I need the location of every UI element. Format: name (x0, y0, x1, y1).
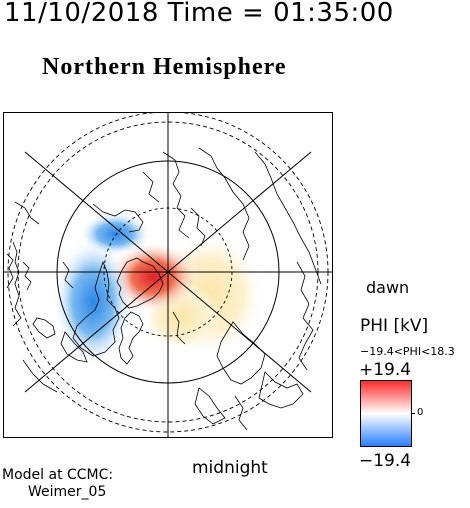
colorbar-min-label: −19.4 (359, 451, 412, 471)
colorbar-range: −19.4<PHI<18.3 (360, 345, 455, 358)
colorbar (360, 380, 412, 447)
polar-grid (3, 112, 333, 438)
colorbar-zero-label: 0 (417, 407, 424, 418)
coastlines (6, 147, 322, 431)
dawn-label: dawn (366, 278, 410, 297)
time-title: 11/10/2018 Time = 01:35:00 (4, 0, 394, 28)
midnight-label: midnight (192, 458, 268, 478)
colorbar-zero-tick (411, 413, 415, 414)
polar-map (3, 112, 333, 438)
model-credit-line1: Model at CCMC: (2, 467, 114, 483)
map-frame (3, 112, 333, 438)
colorbar-max-label: +19.4 (359, 360, 412, 380)
model-credit-line2: Weimer_05 (28, 484, 107, 500)
colorbar-title: PHI [kV] (360, 316, 429, 336)
hemisphere-title: Northern Hemisphere (42, 54, 287, 80)
